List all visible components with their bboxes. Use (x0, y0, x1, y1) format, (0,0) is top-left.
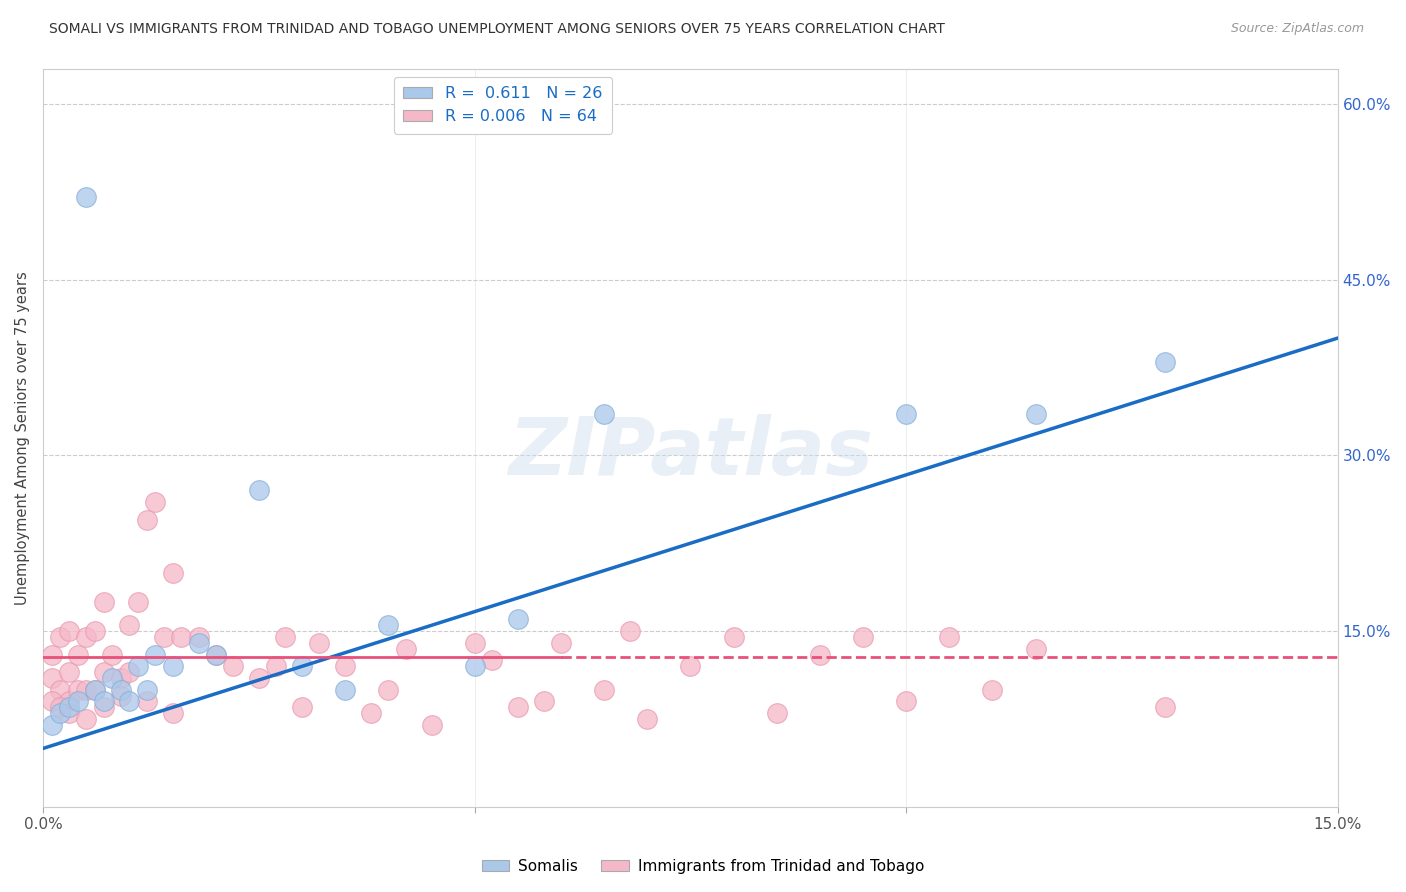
Point (41, 718, 63, 732)
Point (135, 513, 157, 527)
Point (162, 659, 184, 673)
Point (938, 630, 960, 644)
Point (291, 659, 314, 673)
Point (41, 671, 63, 685)
Point (377, 682, 399, 697)
Point (66, 648, 89, 662)
Point (593, 682, 616, 697)
Point (66, 694, 89, 708)
Text: Source: ZipAtlas.com: Source: ZipAtlas.com (1230, 22, 1364, 36)
Point (308, 636, 330, 650)
Point (222, 659, 245, 673)
Point (593, 407, 616, 421)
Point (49, 706, 72, 721)
Point (75, 712, 97, 726)
Point (127, 595, 149, 609)
Point (679, 659, 702, 673)
Y-axis label: Unemployment Among Seniors over 75 years: Unemployment Among Seniors over 75 years (15, 271, 30, 605)
Point (170, 630, 193, 644)
Point (204, 648, 226, 662)
Point (162, 706, 184, 721)
Point (1154, 700, 1177, 714)
Point (66, 682, 89, 697)
Point (58, 665, 80, 680)
Point (1025, 407, 1047, 421)
Point (118, 665, 141, 680)
Point (377, 618, 399, 632)
Point (264, 659, 287, 673)
Point (464, 659, 486, 673)
Point (1025, 641, 1047, 656)
Point (247, 483, 270, 498)
Point (533, 694, 555, 708)
Point (187, 636, 209, 650)
Point (1154, 354, 1177, 368)
Point (58, 706, 80, 721)
Point (162, 566, 184, 580)
Point (723, 630, 745, 644)
Point (101, 671, 124, 685)
Point (75, 682, 97, 697)
Point (49, 630, 72, 644)
Point (110, 671, 132, 685)
Point (135, 694, 157, 708)
Point (765, 706, 787, 721)
Point (981, 682, 1004, 697)
Text: ZIPatlas: ZIPatlas (508, 414, 873, 491)
Point (335, 682, 357, 697)
Point (58, 694, 80, 708)
Point (93, 700, 115, 714)
Point (84, 682, 107, 697)
Point (636, 712, 658, 726)
Point (101, 648, 124, 662)
Text: SOMALI VS IMMIGRANTS FROM TRINIDAD AND TOBAGO UNEMPLOYMENT AMONG SENIORS OVER 75: SOMALI VS IMMIGRANTS FROM TRINIDAD AND T… (49, 22, 945, 37)
Point (247, 671, 270, 685)
Point (395, 641, 418, 656)
Point (75, 630, 97, 644)
Point (84, 682, 107, 697)
Point (135, 682, 157, 697)
Point (420, 718, 443, 732)
Point (187, 630, 209, 644)
Point (93, 665, 115, 680)
Point (75, 190, 97, 204)
Point (110, 682, 132, 697)
Point (335, 659, 357, 673)
Point (58, 624, 80, 639)
Point (291, 700, 314, 714)
Point (49, 682, 72, 697)
Point (153, 630, 176, 644)
Point (110, 689, 132, 703)
Point (204, 648, 226, 662)
Point (145, 495, 167, 509)
Point (58, 700, 80, 714)
Point (481, 653, 503, 667)
Point (118, 694, 141, 708)
Point (464, 636, 486, 650)
Point (145, 648, 167, 662)
Point (274, 630, 297, 644)
Point (93, 694, 115, 708)
Point (506, 700, 529, 714)
Point (894, 694, 917, 708)
Point (41, 694, 63, 708)
Legend: Somalis, Immigrants from Trinidad and Tobago: Somalis, Immigrants from Trinidad and To… (475, 853, 931, 880)
Point (49, 700, 72, 714)
Point (118, 618, 141, 632)
Point (41, 648, 63, 662)
Point (506, 612, 529, 626)
Point (852, 630, 875, 644)
Point (84, 624, 107, 639)
Point (93, 595, 115, 609)
Point (894, 407, 917, 421)
Point (550, 636, 572, 650)
Legend: R =  0.611   N = 26, R = 0.006   N = 64: R = 0.611 N = 26, R = 0.006 N = 64 (394, 77, 612, 134)
Point (360, 706, 382, 721)
Point (127, 659, 149, 673)
Point (619, 624, 641, 639)
Point (808, 648, 831, 662)
